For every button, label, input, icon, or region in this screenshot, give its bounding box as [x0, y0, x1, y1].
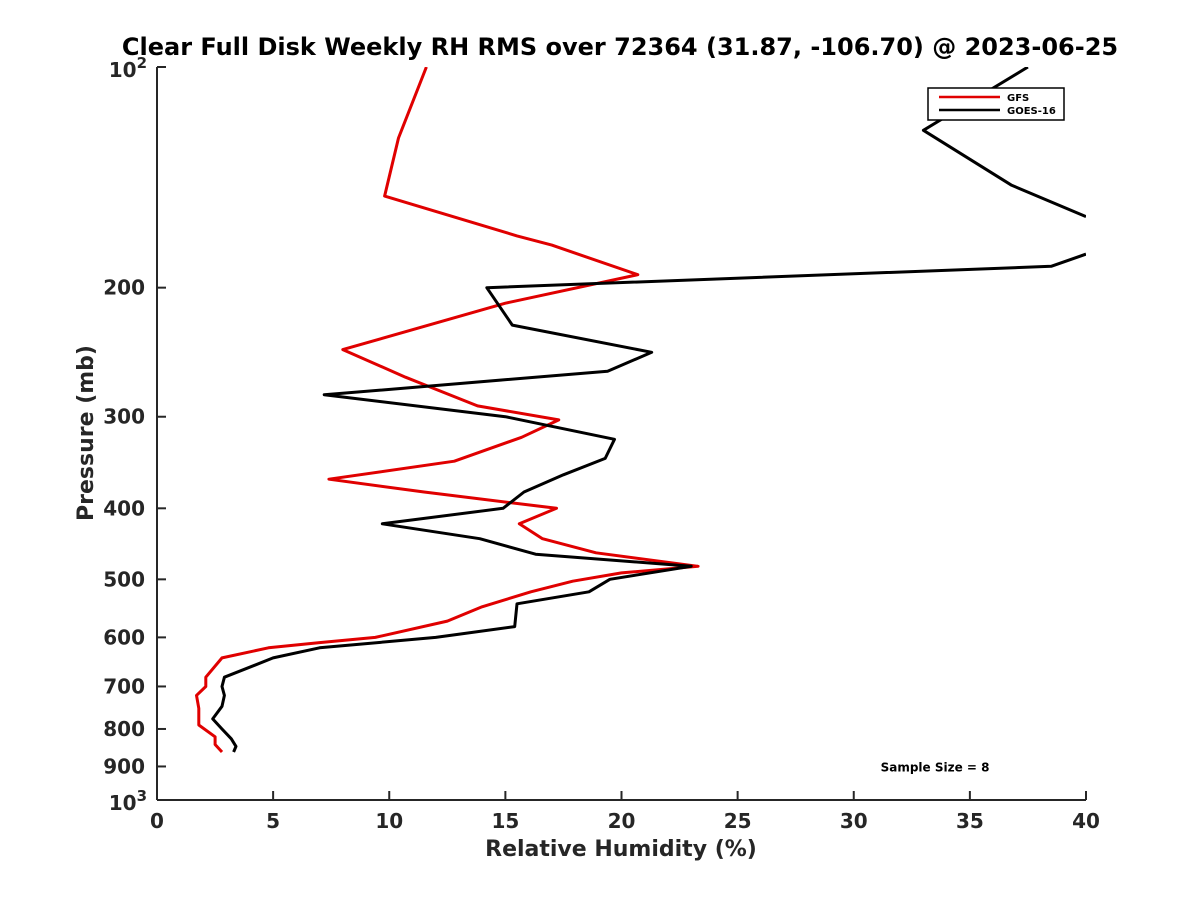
- x-tick-label: 0: [150, 809, 164, 833]
- y-tick-label: 200: [103, 276, 145, 300]
- y-tick-label: 800: [103, 717, 145, 741]
- x-tick-label: 30: [840, 809, 868, 833]
- y-tick-label: 500: [103, 567, 145, 591]
- x-tick-label: 35: [956, 809, 984, 833]
- sample-size-annotation: Sample Size = 8: [881, 760, 990, 774]
- series-line-gfs: [195, 67, 700, 754]
- x-tick-label: 5: [266, 809, 280, 833]
- y-axis-label: Pressure (mb): [74, 345, 99, 521]
- y-tick-label: 103: [109, 787, 147, 815]
- y-tick-label: 600: [103, 625, 145, 649]
- plot-area: [156, 67, 1086, 801]
- x-ticks: 0 5 10 15 20 25 30 35 40: [150, 791, 1100, 833]
- legend-box: [927, 87, 1065, 121]
- y-tick-label: 300: [103, 405, 145, 429]
- y-tick-label: 900: [103, 754, 145, 778]
- x-tick-label: 25: [724, 809, 752, 833]
- legend-label-gfs: GFS: [1007, 93, 1029, 104]
- series-layer: [195, 67, 1086, 754]
- y-tick-label: 102: [109, 54, 147, 82]
- y-tick-label: 400: [103, 496, 145, 520]
- legend: GFS GOES-16: [927, 87, 1065, 121]
- y-ticks: 102 200 300 400 500 600 700 800 900 103: [103, 54, 166, 815]
- x-tick-label: 15: [491, 809, 519, 833]
- plot-frame: [157, 67, 1086, 800]
- x-tick-label: 40: [1072, 809, 1100, 833]
- x-axis-label: Relative Humidity (%): [485, 837, 757, 862]
- legend-label-goes16: GOES-16: [1007, 106, 1056, 117]
- y-tick-label: 700: [103, 674, 145, 698]
- series-line-goes16: [211, 252, 1086, 753]
- x-tick-label: 10: [375, 809, 403, 833]
- x-tick-label: 20: [608, 809, 636, 833]
- chart-title: Clear Full Disk Weekly RH RMS over 72364…: [122, 33, 1118, 61]
